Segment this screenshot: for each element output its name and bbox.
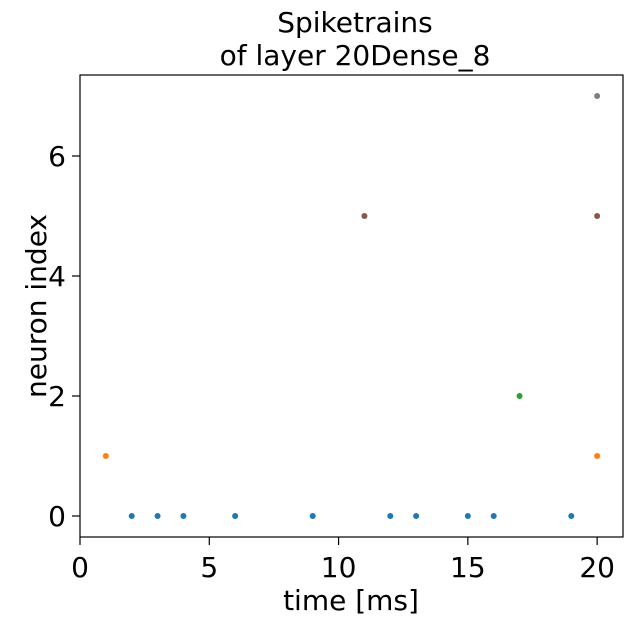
chart-title-line-2: of layer 20Dense_8 <box>220 39 491 72</box>
spike-point <box>516 393 523 399</box>
spike-point <box>154 513 161 519</box>
spike-point <box>309 513 316 519</box>
spike-point <box>594 93 601 99</box>
spike-point <box>232 513 239 519</box>
x-tick-label: 5 <box>200 551 218 584</box>
x-tick-label: 20 <box>579 551 615 584</box>
spike-point <box>490 513 497 519</box>
spike-point <box>464 513 471 519</box>
spike-point <box>128 513 135 519</box>
spike-point <box>594 453 601 459</box>
x-tick-label: 10 <box>321 551 357 584</box>
spike-point <box>568 513 575 519</box>
y-axis-label: neuron index <box>20 214 53 398</box>
x-tick-label: 15 <box>450 551 486 584</box>
y-tick-label: 2 <box>48 380 66 413</box>
x-axis-label: time [ms] <box>283 584 419 617</box>
spike-point <box>413 513 420 519</box>
x-tick-label: 0 <box>71 551 89 584</box>
plot-area: 0 5 10 15 20 0 2 4 6 <box>48 93 615 584</box>
spike-point <box>387 513 394 519</box>
y-tick-label: 6 <box>48 140 66 173</box>
spike-point <box>180 513 187 519</box>
y-tick-label: 4 <box>48 260 66 293</box>
plot-frame <box>79 74 624 538</box>
spike-point <box>102 453 109 459</box>
spike-point <box>361 213 368 219</box>
y-tick-label: 0 <box>48 500 66 533</box>
spike-point <box>594 213 601 219</box>
chart-title-line-1: Spiketrains <box>277 6 433 39</box>
